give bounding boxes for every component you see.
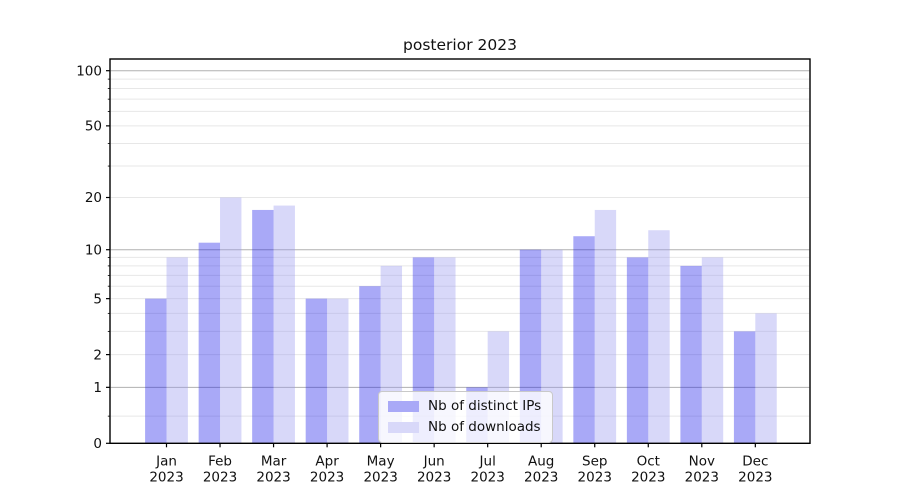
legend: Nb of distinct IPs Nb of downloads [378, 391, 554, 443]
bar-nb-of-downloads-oct-2023 [648, 230, 670, 444]
bar-nb-of-distinct-ips-sep-2023 [573, 236, 595, 444]
bar-nb-of-distinct-ips-feb-2023 [198, 242, 221, 444]
x-tick-label-feb-2023: Feb 2023 [203, 454, 237, 486]
bar-nb-of-distinct-ips-nov-2023 [680, 265, 702, 444]
x-tick-label-jan-2023: Jan 2023 [149, 454, 183, 486]
bar-nb-of-downloads-apr-2023 [327, 298, 349, 444]
legend-label-downloads: Nb of downloads [428, 419, 541, 435]
x-tick-label-nov-2023: Nov 2023 [685, 454, 719, 486]
chart-title: posterior 2023 [403, 36, 517, 54]
bar-nb-of-distinct-ips-apr-2023 [305, 298, 328, 444]
y-tick-label-2: 2 [93, 347, 102, 363]
x-tick-label-apr-2023: Apr 2023 [310, 454, 344, 486]
bar-nb-of-downloads-dec-2023 [755, 313, 777, 444]
x-tick-label-sep-2023: Sep 2023 [578, 454, 612, 486]
plot-border [109, 58, 811, 444]
legend-item-downloads: Nb of downloads [388, 418, 541, 436]
legend-item-distinct-ips: Nb of distinct IPs [388, 397, 541, 415]
x-tick-label-aug-2023: Aug 2023 [524, 454, 558, 486]
bar-nb-of-downloads-mar-2023 [273, 205, 295, 444]
legend-label-distinct-ips: Nb of distinct IPs [428, 398, 542, 414]
y-tick-label-10: 10 [85, 242, 102, 258]
bar-nb-of-downloads-feb-2023 [220, 197, 242, 444]
x-tick-label-jul-2023: Jul 2023 [471, 454, 505, 486]
x-tick-label-dec-2023: Dec 2023 [738, 454, 772, 486]
y-tick-label-100: 100 [76, 63, 102, 79]
y-tick-label-0: 0 [93, 436, 102, 452]
y-tick-label-20: 20 [85, 190, 102, 206]
y-tick-label-1: 1 [93, 380, 102, 396]
bar-nb-of-downloads-sep-2023 [594, 209, 617, 444]
bar-nb-of-downloads-jan-2023 [166, 257, 188, 444]
bar-nb-of-distinct-ips-dec-2023 [733, 331, 756, 444]
bar-nb-of-distinct-ips-jan-2023 [145, 298, 167, 444]
x-tick-label-mar-2023: Mar 2023 [256, 454, 290, 486]
x-tick-label-oct-2023: Oct 2023 [631, 454, 665, 486]
legend-swatch-downloads-icon [388, 421, 419, 433]
x-tick-label-jun-2023: Jun 2023 [417, 454, 451, 486]
bar-nb-of-downloads-nov-2023 [701, 257, 724, 444]
y-tick-label-50: 50 [85, 119, 102, 135]
bar-nb-of-distinct-ips-may-2023 [359, 286, 381, 444]
legend-swatch-distinct-ips-icon [388, 400, 419, 412]
y-tick-label-5: 5 [93, 291, 102, 307]
x-tick-label-may-2023: May 2023 [363, 454, 397, 486]
bar-nb-of-distinct-ips-mar-2023 [252, 209, 274, 444]
bar-nb-of-distinct-ips-oct-2023 [626, 257, 649, 444]
